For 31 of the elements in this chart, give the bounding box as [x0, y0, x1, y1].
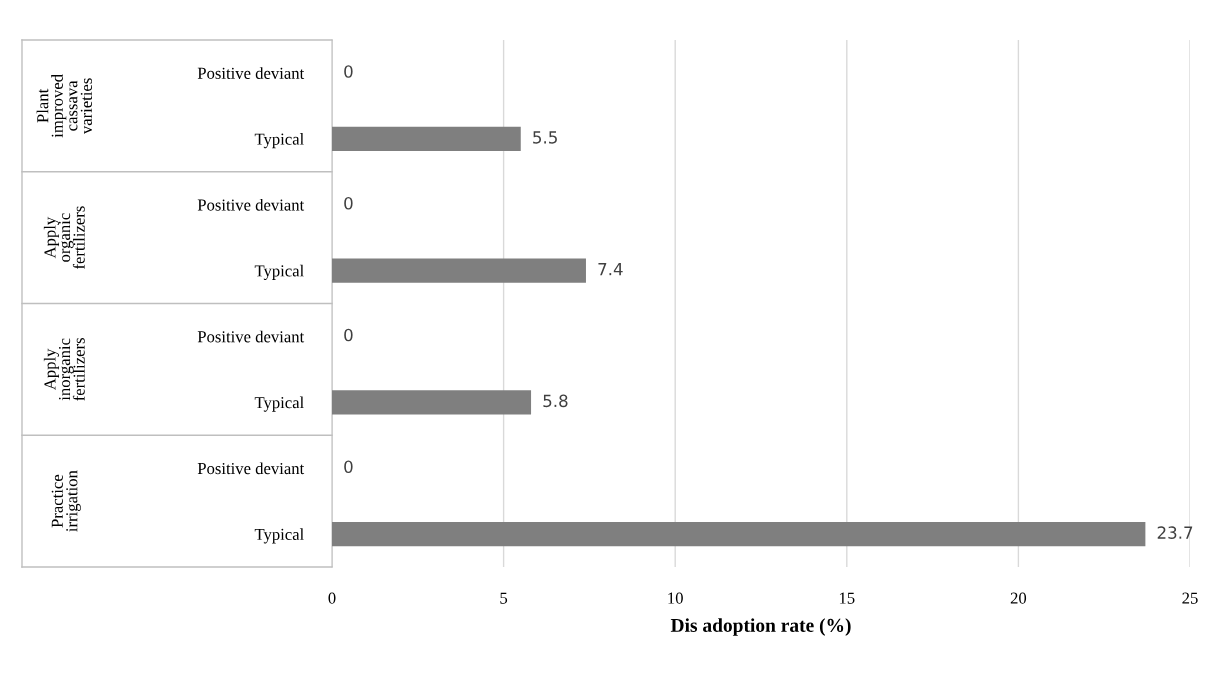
- y-tick-label: Positive deviant: [197, 462, 305, 475]
- text: Apply inorganic fertilizers: [43, 338, 85, 401]
- x-tick-label: 25: [1182, 592, 1198, 604]
- y-tick-label: Typical: [254, 133, 304, 149]
- x-tick-label: 10: [668, 592, 683, 604]
- data-label: 23.7: [1157, 526, 1193, 539]
- text: Practice irrigation: [51, 470, 81, 532]
- bar: [332, 126, 521, 151]
- text: Apply organic fertilizers: [43, 206, 85, 270]
- x-tick-label: 20: [1010, 592, 1027, 604]
- bar: [332, 390, 532, 415]
- data-label: 0: [344, 328, 353, 342]
- y-tick-label: Positive deviant: [197, 198, 305, 211]
- text: Plant improved cassava varieties: [36, 74, 92, 138]
- data-label: 0: [344, 65, 353, 78]
- data-label: 7.4: [598, 263, 623, 276]
- x-axis-title: Dis adoption rate (%): [670, 618, 851, 636]
- data-label: 0: [344, 196, 353, 210]
- data-label: 0: [344, 460, 353, 474]
- x-tick-label: 0: [328, 592, 336, 604]
- y-tick-label: Positive deviant: [197, 67, 305, 79]
- y-tick-label: Positive deviant: [197, 330, 305, 343]
- data-label: 5.5: [533, 131, 557, 144]
- x-tick-label: 5: [500, 592, 508, 604]
- y-tick-label: Typical: [254, 528, 304, 544]
- bar: [332, 521, 1146, 547]
- y-tick-label: Typical: [254, 396, 304, 412]
- bar: [332, 258, 586, 283]
- data-label: 5.8: [543, 394, 568, 408]
- x-tick-label: 15: [839, 592, 855, 604]
- y-tick-label: Typical: [254, 264, 304, 280]
